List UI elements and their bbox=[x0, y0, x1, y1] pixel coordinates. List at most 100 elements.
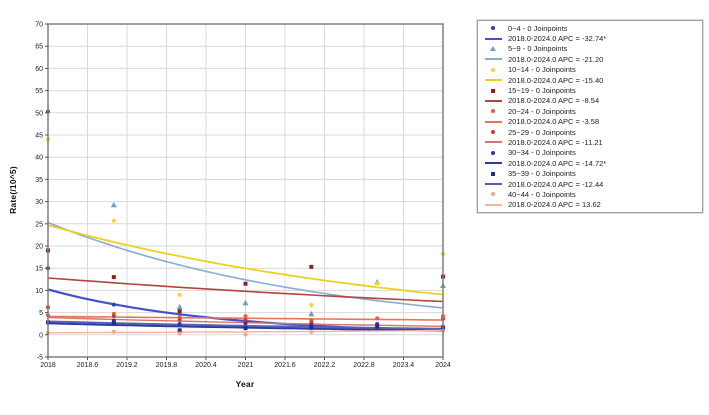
data-point-series-3 bbox=[111, 275, 116, 280]
legend-series-label: 35~39 - 0 Joinpoints bbox=[508, 169, 576, 179]
y-tick-label: 30 bbox=[35, 199, 43, 206]
data-point-series-8 bbox=[111, 329, 116, 334]
x-tick-label: 2021 bbox=[238, 362, 254, 369]
data-point-series-7 bbox=[177, 328, 182, 333]
y-tick-label: 70 bbox=[35, 22, 43, 29]
legend-apc-label: 2018.0-2024.0 APC = -3.58 bbox=[508, 117, 600, 127]
x-tick-label: 2024 bbox=[435, 362, 451, 369]
y-tick-label: 60 bbox=[35, 66, 43, 73]
legend: 0~4 - 0 Joinpoints 2018.0-2024.0 APC = -3… bbox=[477, 20, 703, 214]
legend-line-swatch-icon bbox=[478, 99, 508, 102]
legend-marker-glyph bbox=[491, 88, 495, 93]
x-tick-label: 2019.2 bbox=[116, 362, 138, 369]
legend-marker-circle-icon bbox=[478, 130, 508, 135]
legend-item: 5~9 - 0 Joinpoints bbox=[478, 44, 702, 54]
x-axis-title: Year bbox=[235, 379, 255, 389]
legend-marker-square-icon bbox=[478, 171, 508, 176]
legend-marker-glyph bbox=[491, 67, 495, 72]
legend-item: 35~39 - 0 Joinpoints bbox=[478, 168, 702, 178]
data-point-series-7 bbox=[309, 325, 314, 330]
data-point-series-6 bbox=[243, 321, 248, 326]
legend-marker-circle-icon bbox=[478, 26, 508, 31]
data-point-series-8 bbox=[177, 331, 182, 336]
legend-item: 2018.0-2024.0 APC = -15.40 bbox=[478, 75, 702, 85]
legend-series-label: 30~34 - 0 Joinpoints bbox=[508, 148, 576, 158]
legend-line-glyph bbox=[484, 37, 502, 40]
legend-series-label: 40~44 - 0 Joinpoints bbox=[508, 189, 576, 199]
legend-line-swatch-icon bbox=[478, 141, 508, 144]
legend-line-glyph bbox=[484, 99, 502, 102]
legend-marker-glyph bbox=[490, 46, 496, 52]
legend-series-label: 5~9 - 0 Joinpoints bbox=[508, 44, 568, 54]
legend-item: 40~44 - 0 Joinpoints bbox=[478, 189, 702, 199]
legend-marker-glyph bbox=[491, 130, 495, 135]
legend-item: 2018.0-2024.0 APC = -3.58 bbox=[478, 117, 702, 127]
legend-item: 2018.0-2024.0 APC = -11.21 bbox=[478, 137, 702, 147]
y-tick-label: 10 bbox=[35, 288, 43, 295]
legend-item: 2018.0-2024.0 APC = -21.20 bbox=[478, 54, 702, 64]
y-tick-label: -5 bbox=[37, 355, 43, 362]
y-tick-label: 65 bbox=[35, 44, 43, 51]
data-point-series-1 bbox=[242, 299, 249, 306]
legend-apc-label: 2018.0-2024.0 APC = -11.21 bbox=[508, 137, 603, 147]
legend-item: 2018.0-2024.0 APC = -32.74* bbox=[478, 33, 702, 43]
y-tick-label: 55 bbox=[35, 88, 43, 95]
y-tick-label: 20 bbox=[35, 244, 43, 251]
legend-item: 20~24 - 0 Joinpoints bbox=[478, 106, 702, 116]
legend-marker-glyph bbox=[491, 192, 495, 197]
y-axis-title: Rate(/10^5) bbox=[8, 166, 18, 214]
legend-line-glyph bbox=[484, 120, 502, 123]
data-point-series-5 bbox=[243, 318, 248, 323]
legend-line-glyph bbox=[484, 141, 502, 144]
legend-line-glyph bbox=[484, 162, 502, 165]
legend-marker-square-icon bbox=[478, 88, 508, 93]
legend-item: 2018.0-2024.0 APC = -12.44 bbox=[478, 179, 702, 189]
legend-marker-glyph bbox=[491, 109, 495, 114]
data-point-series-3 bbox=[177, 309, 182, 314]
legend-marker-glyph bbox=[491, 26, 495, 31]
legend-item: 15~19 - 0 Joinpoints bbox=[478, 85, 702, 95]
legend-marker-circle-icon bbox=[478, 67, 508, 72]
x-tick-label: 2020.4 bbox=[195, 362, 217, 369]
legend-line-swatch-icon bbox=[478, 162, 508, 165]
legend-marker-triangle-icon bbox=[478, 46, 508, 52]
legend-marker-circle-icon bbox=[478, 109, 508, 114]
data-point-series-5 bbox=[177, 317, 182, 322]
legend-series-label: 25~29 - 0 Joinpoints bbox=[508, 127, 576, 137]
legend-apc-label: 2018.0-2024.0 APC = 13.62 bbox=[508, 200, 601, 210]
x-tick-label: 2018 bbox=[40, 362, 56, 369]
y-tick-label: 50 bbox=[35, 110, 43, 117]
legend-line-glyph bbox=[484, 79, 502, 82]
legend-apc-label: 2018.0-2024.0 APC = -14.72* bbox=[508, 158, 607, 168]
legend-line-glyph bbox=[484, 58, 502, 61]
legend-item: 0~4 - 0 Joinpoints bbox=[478, 23, 702, 33]
data-point-series-8 bbox=[309, 330, 314, 335]
data-point-series-7 bbox=[243, 326, 248, 331]
legend-item: 2018.0-2024.0 APC = 13.62 bbox=[478, 200, 702, 210]
data-point-series-2 bbox=[177, 292, 182, 297]
data-point-series-1 bbox=[110, 201, 117, 208]
legend-line-swatch-icon bbox=[478, 203, 508, 206]
y-tick-label: 5 bbox=[39, 310, 43, 317]
legend-apc-label: 2018.0-2024.0 APC = -15.40 bbox=[508, 75, 604, 85]
y-tick-label: 35 bbox=[35, 177, 43, 184]
data-point-series-8 bbox=[243, 332, 248, 337]
legend-item: 30~34 - 0 Joinpoints bbox=[478, 148, 702, 158]
data-point-series-3 bbox=[309, 264, 314, 269]
legend-item: 10~14 - 0 Joinpoints bbox=[478, 65, 702, 75]
legend-item: 25~29 - 0 Joinpoints bbox=[478, 127, 702, 137]
data-point-series-7 bbox=[375, 324, 380, 329]
y-tick-label: 15 bbox=[35, 266, 43, 273]
legend-series-label: 20~24 - 0 Joinpoints bbox=[508, 106, 576, 116]
legend-line-swatch-icon bbox=[478, 183, 508, 186]
legend-line-swatch-icon bbox=[478, 79, 508, 82]
y-tick-label: 25 bbox=[35, 221, 43, 228]
data-point-series-3 bbox=[243, 281, 248, 286]
y-tick-label: 40 bbox=[35, 155, 43, 162]
x-tick-label: 2021.6 bbox=[274, 362, 296, 369]
data-point-series-2 bbox=[111, 218, 116, 223]
legend-marker-glyph bbox=[491, 171, 495, 176]
x-tick-label: 2022.2 bbox=[314, 362, 336, 369]
fitted-line-1 bbox=[47, 221, 444, 309]
legend-apc-label: 2018.0-2024.0 APC = -8.54 bbox=[508, 96, 600, 106]
